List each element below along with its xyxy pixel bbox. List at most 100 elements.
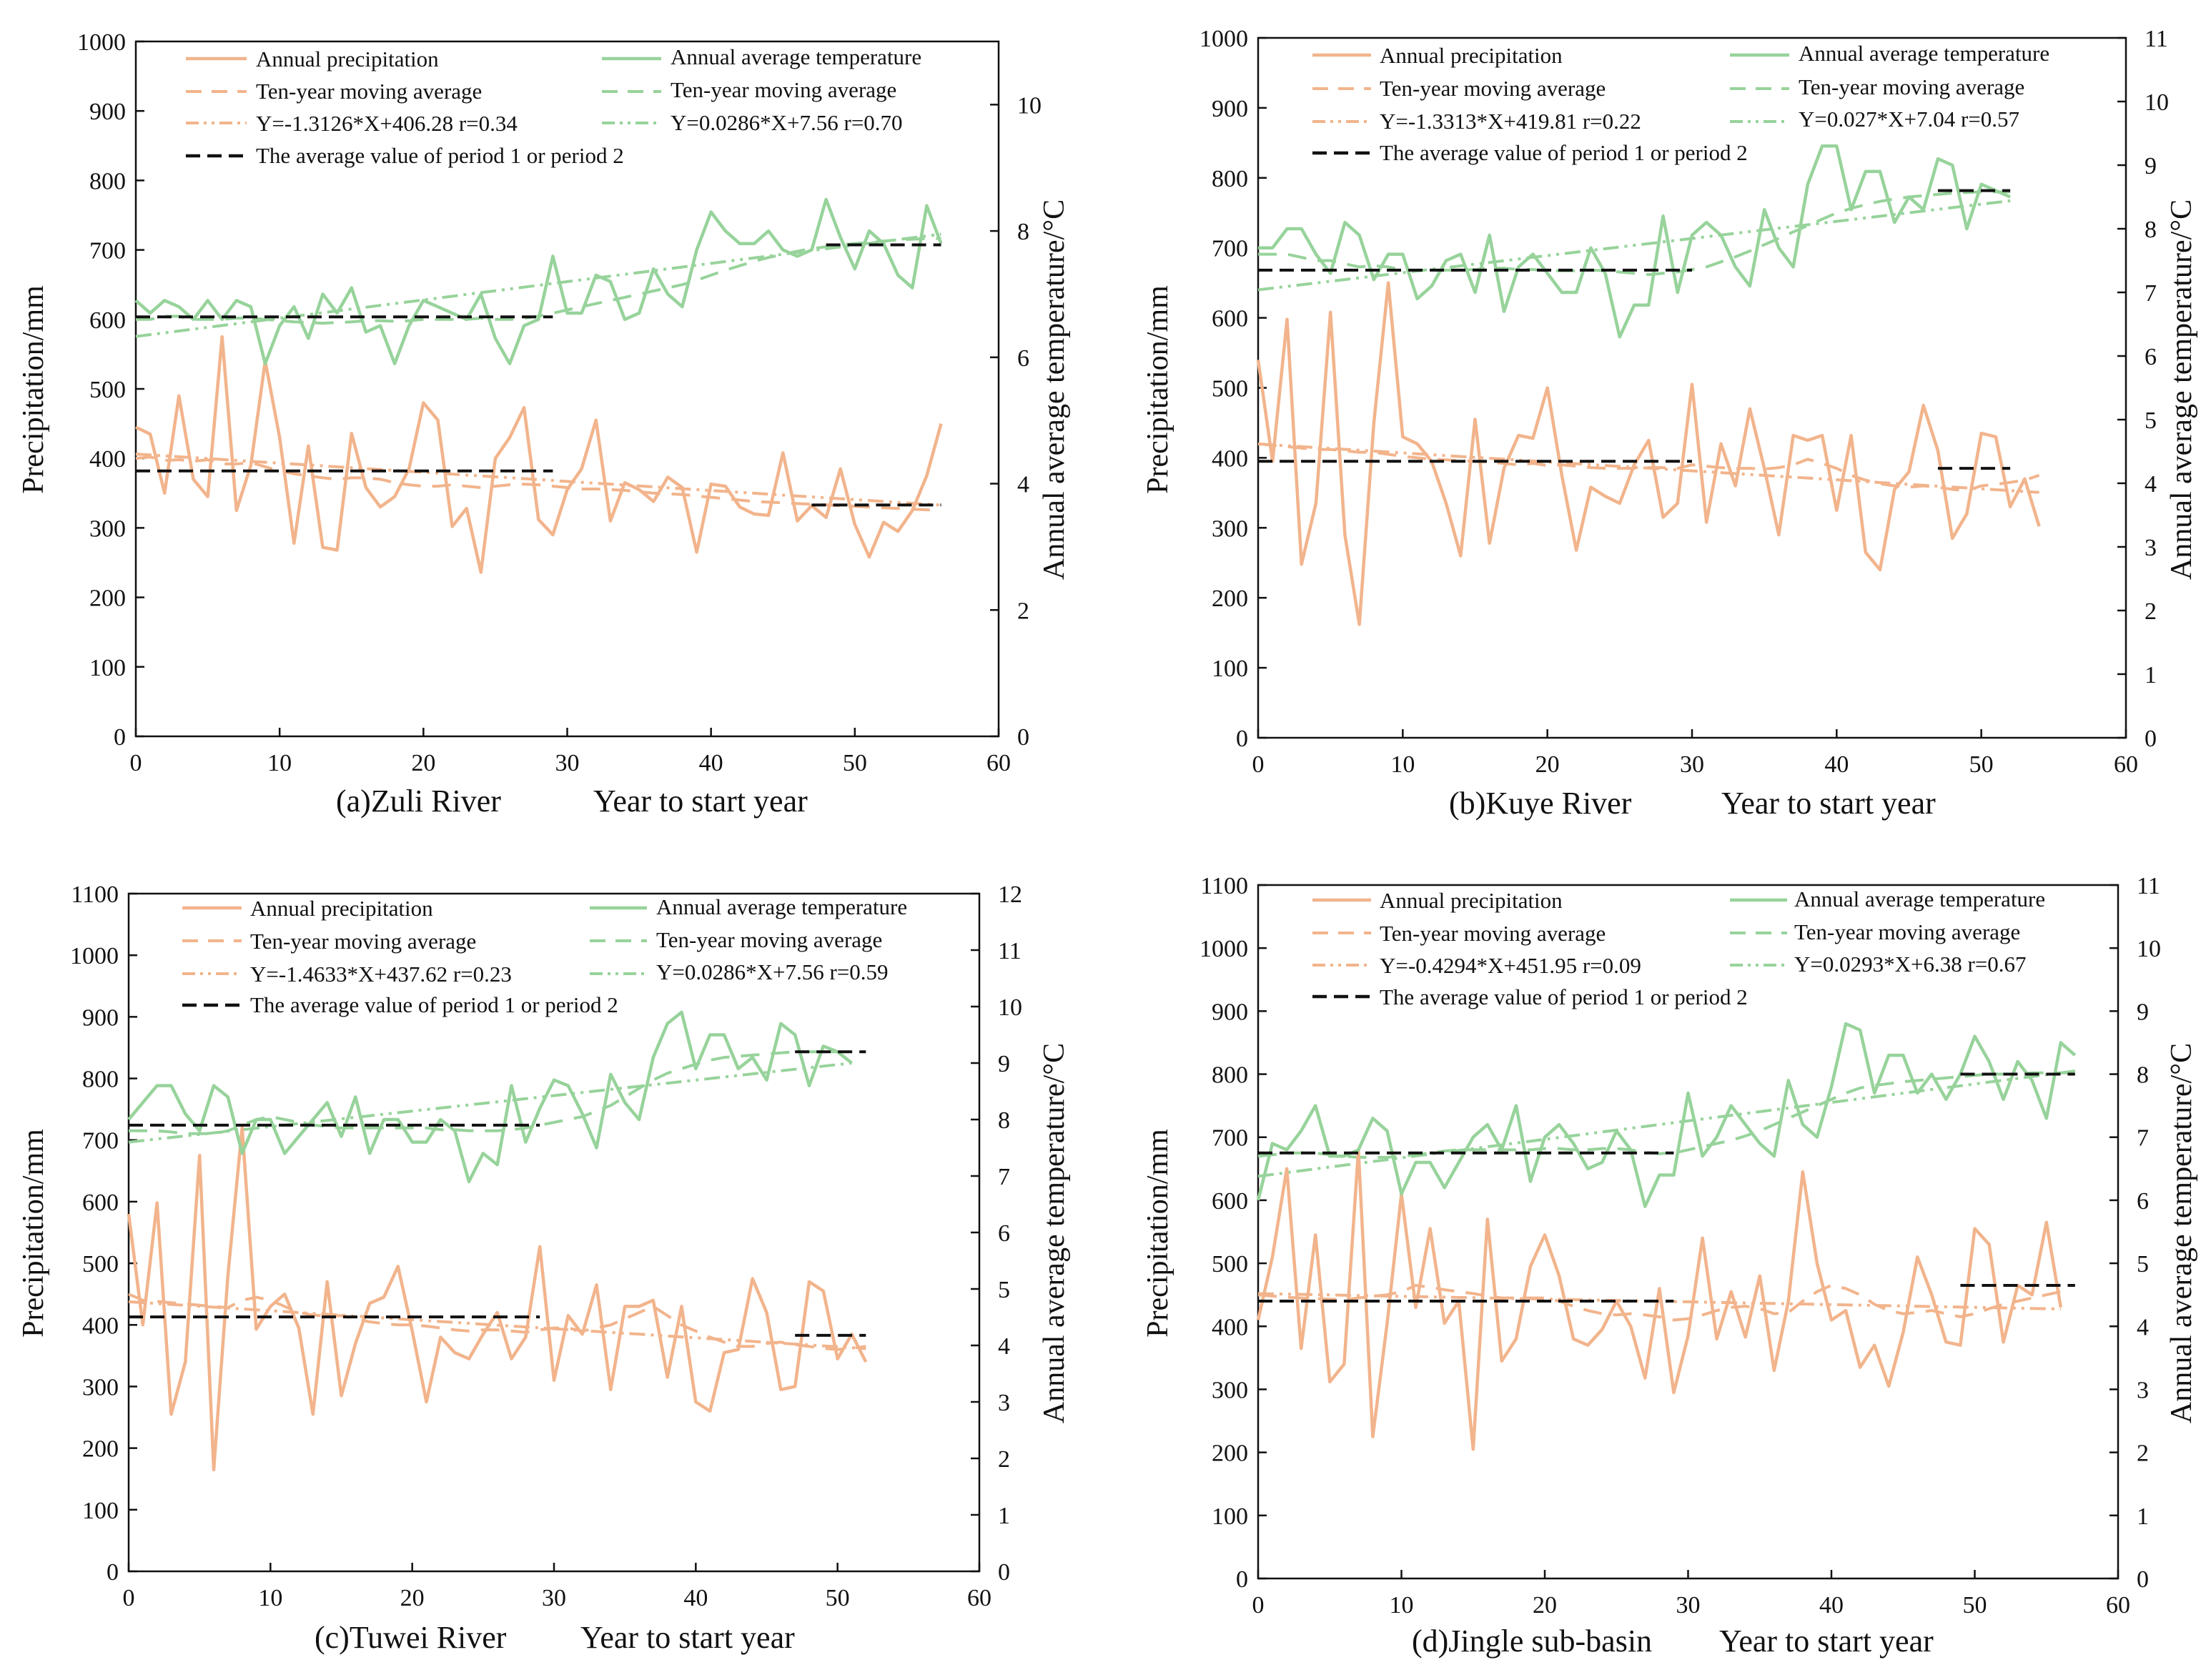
x-tick-label: 10 — [258, 1585, 282, 1611]
x-tick-label: 60 — [967, 1585, 991, 1611]
y-left-tick-label: 600 — [82, 1190, 119, 1216]
legend: Annual precipitation Annual average temp… — [1380, 41, 2049, 165]
x-tick-label: 30 — [1680, 751, 1704, 778]
y-right-tick-label: 9 — [998, 1051, 1010, 1077]
y-right-tick-label: 2 — [2145, 598, 2157, 625]
y-right-tick-label: 10 — [998, 994, 1022, 1021]
y-right-tick-label: 8 — [1017, 219, 1029, 245]
y-left-tick-label: 100 — [89, 655, 126, 681]
y-right-tick-label: 1 — [998, 1503, 1010, 1529]
legend: Annual precipitation Annual average temp… — [1380, 886, 2045, 1009]
y-left-tick-label: 800 — [1212, 166, 1248, 192]
y-right-tick-label: 10 — [1017, 92, 1042, 119]
x-tick-label: 0 — [1252, 751, 1265, 778]
legend-temp-trend-label: Y=0.027*X+7.04 r=0.57 — [1799, 107, 2019, 132]
x-tick-label: 50 — [843, 750, 867, 776]
y-right-tick-label: 10 — [2145, 89, 2169, 116]
y-left-tick-label: 800 — [89, 168, 126, 194]
panel-caption: (c)Tuwei River — [315, 1620, 507, 1655]
temp-trend-line — [1257, 199, 2011, 292]
x-tick-label: 60 — [986, 750, 1011, 776]
y-left-tick-label: 100 — [1212, 1503, 1248, 1530]
y-right-tick-label: 9 — [2137, 999, 2149, 1025]
x-tick-label: 20 — [1535, 751, 1560, 778]
y-left-tick-label: 500 — [89, 377, 126, 403]
y-right-tick-label: 12 — [998, 881, 1022, 908]
y-right-tick-label: 4 — [1017, 472, 1029, 498]
legend-precip-trend-label: Y=-0.4294*X+451.95 r=0.09 — [1380, 953, 1641, 978]
legend-period-label: The average value of period 1 or period … — [256, 143, 624, 168]
y-left-tick-label: 100 — [1212, 656, 1248, 682]
y-left-tick-label: 900 — [82, 1004, 119, 1031]
legend-precip-label: Annual precipitation — [250, 896, 433, 921]
x-tick-label: 20 — [400, 1585, 425, 1611]
x-tick-label: 20 — [1533, 1592, 1557, 1619]
y-right-tick-label: 4 — [2145, 471, 2157, 498]
panel-a-zuli-river: (a)Zuli River Year to start year Precipi… — [17, 29, 1071, 819]
y-right-tick-label: 5 — [2137, 1251, 2149, 1278]
y-right-tick-label: 8 — [2137, 1062, 2149, 1089]
y-left-tick-label: 200 — [89, 585, 126, 612]
precip-trend-line — [1257, 1292, 2061, 1311]
y-right-tick-label: 11 — [2145, 26, 2168, 52]
x-tick-label: 10 — [267, 750, 292, 776]
x-axis-label: Year to start year — [593, 784, 808, 819]
y-right-tick-label: 7 — [2145, 280, 2157, 307]
y-axis-right-label: Annual average temperature/°C — [2165, 1043, 2198, 1423]
y-left-tick-label: 200 — [1212, 585, 1248, 612]
x-tick-label: 30 — [1676, 1592, 1701, 1619]
legend-precip-label: Annual precipitation — [1380, 43, 1563, 68]
y-right-tick-label: 6 — [1017, 345, 1029, 372]
temp-series-line — [134, 197, 943, 365]
y-left-tick-label: 0 — [107, 1559, 119, 1586]
panel-d-jingle-sub-basin: (d)Jingle sub-basin Year to start year P… — [1142, 873, 2198, 1659]
x-tick-label: 10 — [1390, 1592, 1414, 1619]
y-left-tick-label: 600 — [1212, 306, 1248, 332]
precip-moving-average-line — [128, 1293, 866, 1351]
x-tick-label: 0 — [130, 750, 142, 776]
y-axis-left-label: Precipitation/mm — [1142, 1129, 1174, 1338]
y-left-tick-label: 200 — [82, 1436, 119, 1463]
x-tick-label: 30 — [542, 1585, 566, 1611]
legend-temp-label: Annual average temperature — [671, 44, 921, 69]
legend-temp-label: Annual average temperature — [1794, 886, 2045, 911]
y-left-tick-label: 400 — [82, 1313, 119, 1339]
legend-precip-label: Annual precipitation — [1380, 888, 1563, 913]
y-axis-right-label: Annual average temperature/°C — [2165, 199, 2198, 580]
y-left-tick-label: 800 — [1212, 1062, 1248, 1089]
legend-temp-ma-label: Ten-year moving average — [1799, 74, 2024, 99]
y-left-tick-label: 300 — [89, 515, 126, 542]
x-tick-label: 40 — [1824, 751, 1849, 778]
y-left-tick-label: 1000 — [1200, 936, 1248, 962]
legend-temp-ma-label: Ten-year moving average — [671, 77, 896, 102]
x-tick-label: 10 — [1390, 751, 1415, 778]
y-left-tick-label: 400 — [89, 446, 126, 473]
temp-moving-average-line — [1258, 190, 2011, 277]
temp-series-line — [1258, 144, 2012, 339]
y-left-tick-label: 900 — [1212, 96, 1248, 122]
x-tick-label: 40 — [683, 1585, 708, 1611]
y-left-tick-label: 900 — [1212, 999, 1248, 1025]
legend-precip-ma-label: Ten-year moving average — [1380, 921, 1606, 946]
temp-trend-line — [128, 1062, 852, 1144]
panel-caption: (d)Jingle sub-basin — [1412, 1624, 1652, 1659]
y-right-tick-label: 5 — [2145, 407, 2157, 434]
y-right-tick-label: 0 — [1017, 724, 1029, 751]
y-left-tick-label: 400 — [1212, 445, 1248, 472]
y-left-tick-label: 1000 — [77, 29, 126, 56]
panel-b-kuye-river: (b)Kuye River Year to start year Precipi… — [1142, 26, 2198, 821]
temp-series-line — [127, 1010, 853, 1184]
y-left-tick-label: 500 — [1212, 1251, 1248, 1278]
legend-temp-label: Annual average temperature — [656, 894, 907, 919]
y-left-tick-label: 0 — [1236, 1566, 1248, 1593]
x-tick-label: 60 — [2114, 751, 2138, 778]
y-right-tick-label: 6 — [2145, 344, 2157, 370]
legend-temp-ma-label: Ten-year moving average — [1794, 919, 2020, 944]
y-right-tick-label: 4 — [2137, 1314, 2149, 1340]
legend-temp-trend-label: Y=0.0293*X+6.38 r=0.67 — [1794, 952, 2027, 977]
y-right-tick-label: 7 — [2137, 1125, 2149, 1152]
legend-period-label: The average value of period 1 or period … — [1380, 984, 1748, 1009]
y-right-tick-label: 0 — [2137, 1566, 2149, 1593]
precip-series-line — [127, 1126, 868, 1472]
precip-series-line — [135, 335, 943, 574]
